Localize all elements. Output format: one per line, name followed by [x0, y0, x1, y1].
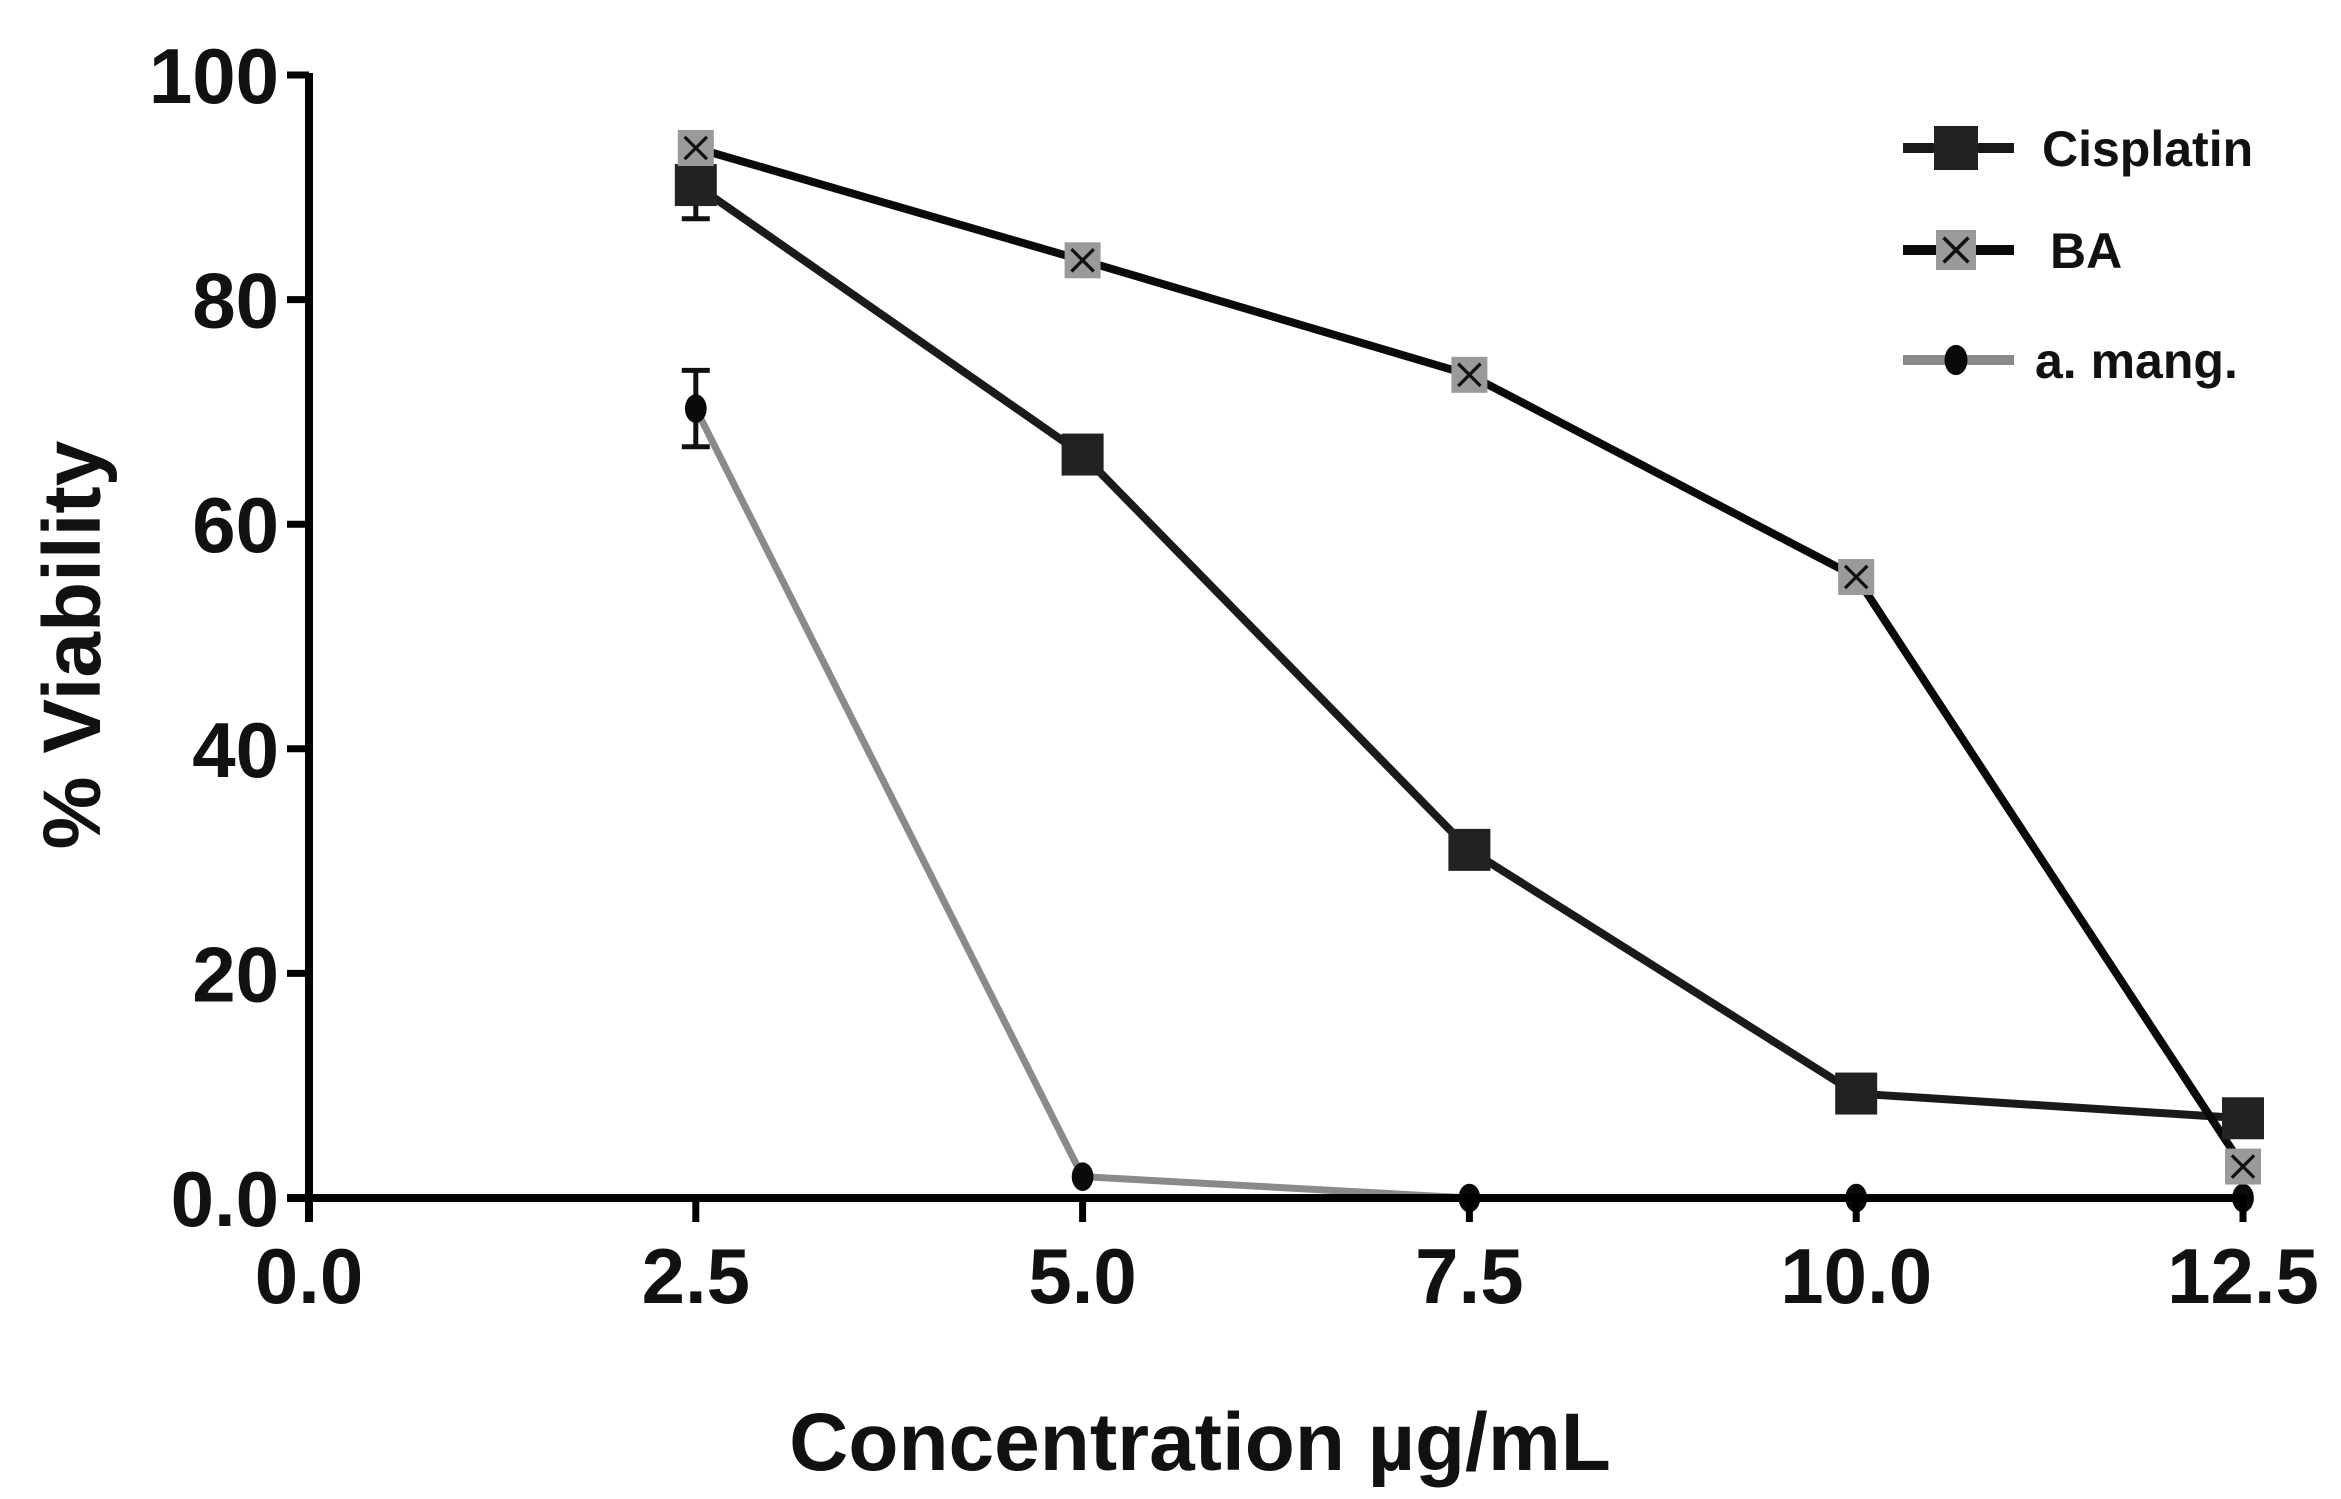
- y-tick-label: 100: [149, 32, 279, 120]
- series-markers: [674, 129, 2264, 1213]
- square-x-marker-icon: [1838, 558, 1875, 595]
- x-tick-label: 0.0: [255, 1232, 363, 1320]
- square-x-marker-icon: [677, 129, 714, 166]
- square-x-marker-icon: [1936, 230, 1976, 270]
- circle-marker-icon: [1071, 1162, 1094, 1191]
- square-marker-icon: [1061, 433, 1104, 476]
- series-line-cisplatin: [693, 181, 2244, 1123]
- square-x-marker-icon: [2225, 1148, 2261, 1185]
- legend-label: Cisplatin: [2042, 121, 2253, 177]
- x-tick-label: 5.0: [1028, 1232, 1136, 1320]
- square-x-marker-icon: [1064, 242, 1101, 279]
- x-tick-label: 12.5: [2167, 1232, 2319, 1320]
- legend-label: a. mang.: [2035, 333, 2238, 389]
- square-marker-icon: [2222, 1097, 2264, 1140]
- y-tick-label: 60: [192, 481, 279, 569]
- x-axis-ticks: 0.0 2.5 5.0 7.5 10.0 12.5: [255, 1198, 2319, 1320]
- y-axis-ticks: 0.0 20 40 60 80 100: [149, 32, 309, 1243]
- x-tick-label: 10.0: [1780, 1232, 1932, 1320]
- circle-marker-icon: [684, 394, 707, 423]
- square-marker-icon: [1448, 828, 1491, 871]
- square-marker-icon: [674, 164, 717, 207]
- x-tick-label: 7.5: [1415, 1232, 1523, 1320]
- square-x-marker-icon: [1451, 356, 1488, 393]
- y-tick-label: 20: [192, 930, 279, 1018]
- legend-label: BA: [2050, 223, 2122, 279]
- y-tick-label: 0.0: [171, 1155, 279, 1243]
- x-axis-title: Concentration µg/mL: [789, 1397, 1611, 1488]
- circle-marker-icon: [1944, 344, 1968, 376]
- square-marker-icon: [1835, 1072, 1878, 1115]
- legend-item: Cisplatin: [1903, 121, 2253, 177]
- x-tick-label: 2.5: [642, 1232, 750, 1320]
- y-axis-title: % Viability: [27, 440, 118, 849]
- legend: Cisplatin BA a. mang.: [1903, 121, 2253, 389]
- y-tick-label: 80: [192, 257, 279, 345]
- y-tick-label: 40: [192, 706, 279, 794]
- square-marker-icon: [1934, 126, 1978, 170]
- axes: [287, 73, 2247, 1222]
- series-line-ba: [694, 144, 2247, 1169]
- legend-item: a. mang.: [1903, 333, 2238, 389]
- series-line-a-mang-: [692, 406, 2243, 1202]
- series-lines: [692, 144, 2247, 1202]
- legend-item: BA: [1903, 223, 2122, 279]
